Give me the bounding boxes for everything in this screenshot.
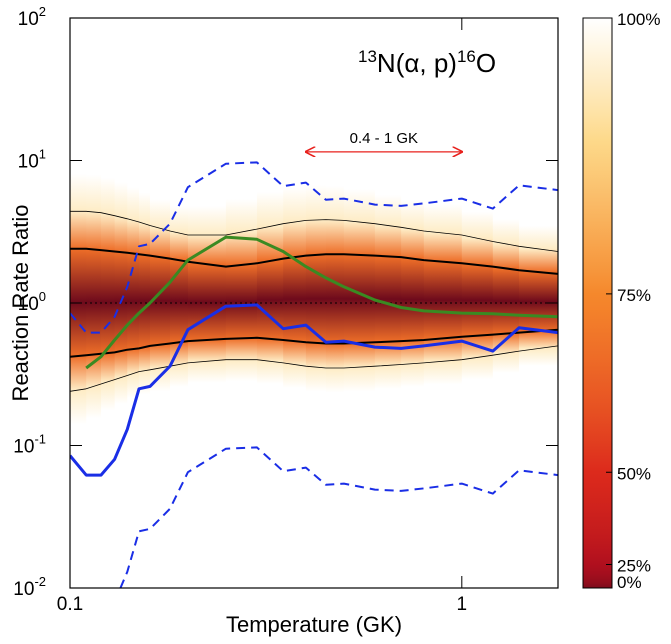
y-tick-base: 10 (13, 437, 34, 458)
density-band (86, 18, 102, 588)
x-tick-label: 1 (457, 594, 468, 615)
y-tick-exponent: 1 (39, 147, 46, 162)
y-tick-base: 10 (13, 579, 34, 600)
density-band (401, 18, 425, 588)
y-tick-label: 10-1 (13, 432, 46, 458)
series-line (70, 210, 558, 252)
y-tick-label: 101 (18, 147, 46, 173)
x-axis-label: Temperature (GK) (226, 612, 402, 637)
x-tick-label: 0.1 (57, 594, 83, 615)
y-tick-base: 10 (18, 9, 39, 30)
y-tick-exponent: 0 (39, 289, 46, 304)
y-tick-exponent: -1 (34, 432, 46, 447)
chart-title: 13N(α, p)16O (358, 47, 496, 78)
colorbar-tick-label: 50% (617, 464, 651, 483)
y-tick-base: 10 (18, 294, 39, 315)
series-line (70, 303, 558, 477)
title-part: O (476, 48, 496, 78)
title-part: 16 (457, 47, 476, 66)
title-part: N(α, p) (377, 48, 457, 78)
density-band (138, 18, 151, 588)
colorbar-tick-label: 25% (617, 556, 651, 575)
y-tick-label: 102 (18, 4, 46, 30)
y-axis-label: Reaction Rate Ratio (8, 205, 33, 402)
series-line (70, 247, 558, 275)
y-tick-label: 10-2 (13, 574, 46, 600)
density-band (101, 18, 116, 588)
series-line (70, 328, 558, 358)
colorbar (582, 17, 613, 589)
annotation-text: 0.4 - 1 GK (350, 130, 418, 147)
plot-area (70, 18, 558, 588)
series-line (85, 235, 558, 370)
series-line (70, 161, 558, 334)
y-tick-base: 10 (18, 152, 39, 173)
colorbar-tick-label: 0% (617, 573, 642, 592)
series-line (119, 446, 558, 588)
title-part: 13 (358, 47, 377, 66)
density-band (127, 18, 140, 588)
colorbar-tick-label: 75% (617, 286, 651, 305)
series-line (70, 345, 558, 392)
density-band (170, 18, 189, 588)
y-tick-exponent: -2 (34, 574, 46, 589)
y-tick-label: 100 (18, 289, 46, 315)
y-tick-exponent: 2 (39, 4, 46, 19)
colorbar-tick-label: 100% (617, 10, 660, 29)
density-band (283, 18, 307, 588)
